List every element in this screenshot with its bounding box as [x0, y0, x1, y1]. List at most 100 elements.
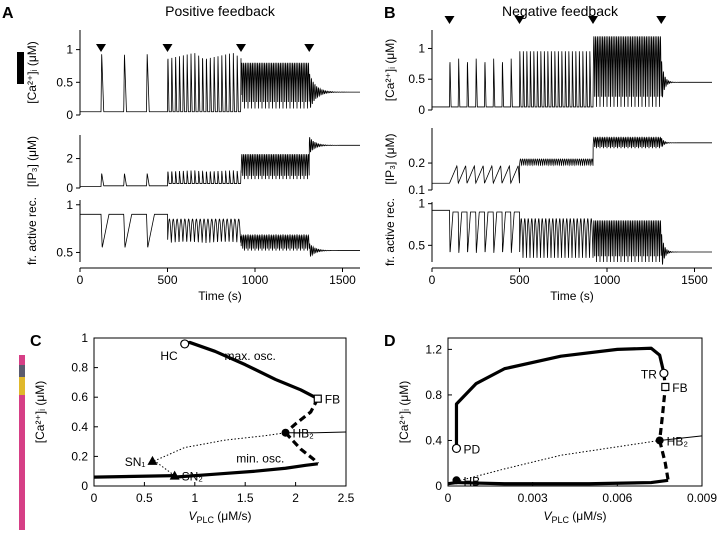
y-tick-label: 0: [418, 103, 425, 117]
x-tick-label: 1500: [681, 273, 708, 287]
x-axis-label: VPLC (μM/s): [543, 509, 606, 525]
y-tick-label: 0.2: [408, 156, 425, 170]
y-tick-label: 2: [66, 152, 73, 166]
panel-b: 0 0.5 1 [Ca²⁺]ᵢ (μM) 0.1 0.2 [IP₃] (μM) 0.5 1 fr.…: [383, 16, 712, 303]
trace-2: [432, 136, 712, 185]
y-tick-label: 0.6: [71, 390, 88, 404]
y-axis-label: [Ca²⁺]ᵢ (μM): [25, 41, 39, 103]
point-label-4: SN₁: [125, 455, 146, 469]
series-6: [285, 431, 347, 434]
y-tick-label: 0: [66, 108, 73, 122]
x-axis-label: Time (s): [198, 289, 242, 303]
x-tick-label: 1000: [594, 273, 621, 287]
x-tick-label: 1: [191, 491, 198, 505]
y-tick-label: 0: [66, 181, 73, 195]
y-tick-label: 0.1: [408, 183, 425, 197]
x-tick-label: 2: [292, 491, 299, 505]
x-axis-label: VPLC (μM/s): [188, 509, 251, 525]
stimulus-marker-2: [514, 16, 525, 24]
x-tick-label: 2.5: [338, 491, 355, 505]
point-label-4: PD: [463, 442, 480, 456]
y-tick-label: 1: [66, 43, 73, 57]
point-2: [661, 382, 670, 392]
x-tick-label: 0: [429, 273, 436, 287]
point-label-1: HC: [160, 349, 178, 363]
x-tick-label: 500: [509, 273, 529, 287]
series-2: [658, 373, 667, 441]
x-tick-label: 1.5: [237, 491, 254, 505]
y-axis-label: [IP₃] (μM): [25, 136, 39, 187]
series-4: [456, 478, 669, 486]
series-3: [284, 431, 319, 465]
x-tick-label: 0.003: [518, 491, 548, 505]
color-bar-yellow: [19, 377, 25, 395]
x-tick-label: 0: [77, 273, 84, 287]
plot-frame: [447, 337, 703, 487]
panel-label-c: C: [30, 333, 42, 350]
y-tick-label: 1: [418, 197, 425, 211]
trace-1: [80, 53, 360, 113]
stimulus-marker-3: [588, 16, 598, 24]
y-axis-label: fr. active rec.: [383, 198, 397, 266]
y-tick-label: 0.4: [425, 433, 442, 447]
x-tick-label: 0: [445, 491, 452, 505]
series-1: [454, 346, 666, 447]
y-tick-label: 1: [418, 41, 425, 55]
trace-2: [80, 137, 360, 187]
stimulus-marker-3: [236, 44, 246, 52]
point-label-1: TR: [641, 367, 657, 381]
series-6-solid: [659, 435, 703, 441]
y-tick-label: 0.8: [71, 361, 88, 375]
x-tick-label: 1500: [329, 273, 356, 287]
point-2: [313, 394, 322, 403]
panel-label-a: A: [2, 5, 14, 22]
annotation-1: max. osc.: [225, 349, 276, 363]
x-tick-label: 0.009: [687, 491, 717, 505]
series-2: [284, 397, 320, 434]
y-tick-label: 1.2: [425, 342, 442, 356]
trace-3: [432, 209, 712, 265]
point-1: [180, 339, 190, 349]
title-negative-feedback: Negative feedback: [502, 3, 619, 19]
y-tick-label: 0.5: [408, 72, 425, 86]
trace-1: [432, 36, 712, 108]
y-axis-label: [Ca²⁺]ᵢ (μM): [33, 381, 47, 443]
y-tick-label: 0.5: [56, 245, 73, 259]
point-3: [281, 428, 290, 437]
series-4: [174, 462, 318, 479]
series-5: [93, 474, 175, 479]
y-tick-label: 0.2: [71, 449, 88, 463]
y-axis-label: fr. active rec.: [25, 197, 39, 265]
panel-label-d: D: [384, 333, 396, 350]
point-1: [659, 368, 669, 378]
color-bar-magenta-bottom: [19, 395, 25, 530]
stimulus-marker-2: [162, 44, 173, 52]
point-3: [655, 436, 664, 445]
point-label-3: HB₂: [293, 427, 315, 441]
panel-c: 0 0.5 1 1.5 2 2.5 0 0.2 0.4 0.6 0.8 1 VPLC (μM/s) [Ca…: [33, 331, 355, 525]
point-4: [451, 443, 462, 454]
y-tick-label: 0.5: [56, 75, 73, 89]
y-tick-label: 0.5: [408, 238, 425, 252]
y-axis-label: [IP₃] (μM): [383, 133, 397, 184]
x-tick-label: 0.006: [602, 491, 632, 505]
y-tick-label: 0.8: [425, 388, 442, 402]
y-tick-label: 0.4: [71, 420, 88, 434]
point-4: [147, 455, 158, 465]
panel-a: 0 0.5 1 [Ca²⁺]ᵢ (μM) 0 2 [IP₃] (μM) 0.5 1 fr. act…: [25, 30, 360, 303]
point-label-2: FB: [672, 381, 687, 395]
x-tick-label: 500: [157, 273, 177, 287]
stimulus-marker-4: [656, 16, 667, 24]
y-axis-label: [Ca²⁺]ᵢ (μM): [397, 381, 411, 443]
stimulus-marker-4: [304, 44, 315, 52]
x-tick-label: 1000: [242, 273, 269, 287]
plot-frame: [93, 337, 347, 487]
series-6-dotted: [456, 439, 660, 482]
color-bar-gray: [19, 365, 25, 377]
y-tick-label: 0: [435, 479, 442, 493]
stimulus-marker-1: [444, 16, 455, 24]
annotation-2: min. osc.: [236, 451, 284, 465]
point-label-5: HB: [463, 474, 480, 488]
series-1: [182, 340, 319, 401]
